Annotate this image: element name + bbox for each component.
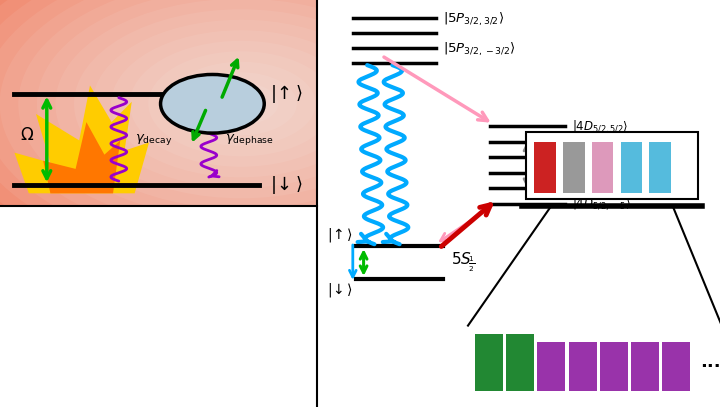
Circle shape — [0, 0, 482, 240]
Text: $5S_{\!\frac{1}{2}}$: $5S_{\!\frac{1}{2}}$ — [451, 251, 476, 274]
Circle shape — [111, 30, 372, 177]
Text: $|4D_{5/2,-5}\rangle$: $|4D_{5/2,-5}\rangle$ — [572, 195, 631, 212]
Bar — [475, 334, 503, 391]
Text: $|\!\downarrow\rangle$: $|\!\downarrow\rangle$ — [270, 174, 302, 196]
Circle shape — [0, 0, 668, 345]
Text: ...: ... — [700, 353, 720, 371]
Text: $|5P_{3/2,3/2}\rangle$: $|5P_{3/2,3/2}\rangle$ — [443, 10, 504, 27]
Circle shape — [0, 0, 687, 356]
Text: $\Omega$: $\Omega$ — [19, 126, 34, 144]
Bar — [621, 142, 642, 193]
Circle shape — [0, 0, 575, 293]
Circle shape — [18, 0, 464, 230]
Text: $|4D_{5/2,5/2}\rangle$: $|4D_{5/2,5/2}\rangle$ — [572, 118, 629, 135]
Text: $|\!\uparrow\rangle$: $|\!\uparrow\rangle$ — [327, 226, 353, 244]
Bar — [534, 142, 556, 193]
Bar — [662, 342, 690, 391]
Bar — [0, 0, 317, 206]
Circle shape — [130, 41, 353, 167]
Polygon shape — [43, 122, 120, 193]
Circle shape — [0, 0, 650, 335]
Circle shape — [74, 9, 408, 198]
Polygon shape — [14, 85, 149, 193]
Text: $\gamma_{\rm dephase}$: $\gamma_{\rm dephase}$ — [225, 132, 274, 147]
Circle shape — [37, 0, 446, 219]
Circle shape — [0, 0, 613, 314]
Bar — [537, 342, 565, 391]
Circle shape — [148, 51, 334, 156]
Circle shape — [0, 0, 631, 324]
Bar — [563, 142, 585, 193]
Circle shape — [186, 72, 297, 135]
Circle shape — [0, 0, 594, 303]
Bar — [526, 132, 698, 199]
Text: $\gamma_{\rm decay}$: $\gamma_{\rm decay}$ — [135, 132, 172, 147]
Circle shape — [55, 0, 427, 209]
Circle shape — [0, 0, 520, 261]
Circle shape — [167, 62, 315, 146]
Circle shape — [0, 0, 539, 272]
Bar — [592, 142, 613, 193]
Text: $|5P_{3/2,-3/2}\rangle$: $|5P_{3/2,-3/2}\rangle$ — [443, 40, 516, 57]
Circle shape — [161, 74, 264, 133]
Circle shape — [222, 93, 260, 114]
Bar — [569, 342, 597, 391]
Text: $|\!\downarrow\rangle$: $|\!\downarrow\rangle$ — [327, 281, 353, 299]
Bar — [600, 342, 628, 391]
Circle shape — [93, 20, 390, 188]
Circle shape — [204, 83, 279, 125]
Bar — [631, 342, 659, 391]
Circle shape — [0, 0, 557, 282]
Circle shape — [0, 0, 501, 251]
Text: $|\!\uparrow\rangle$: $|\!\uparrow\rangle$ — [270, 83, 302, 105]
Bar — [649, 142, 671, 193]
Bar — [506, 334, 534, 391]
